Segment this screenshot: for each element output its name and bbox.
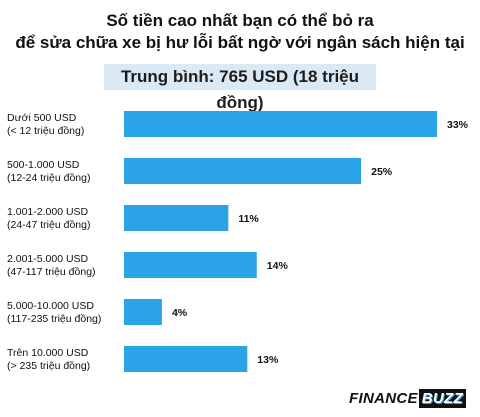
category-label-4-line-0: 5.000-10.000 USD: [7, 300, 94, 312]
category-label-3: 2.001-5.000 USD (47-117 triệu đồng): [7, 253, 96, 278]
category-label-4-line-1: (117-235 triệu đồng): [7, 313, 101, 325]
category-label-1-line-1: (12-24 triệu đồng): [7, 172, 90, 184]
bar-1: [124, 158, 362, 184]
category-label-1: 500-1.000 USD (12-24 triệu đồng): [7, 159, 90, 184]
value-label-5: 13%: [257, 354, 279, 366]
value-label-2: 11%: [238, 213, 259, 225]
chart-title: Số tiền cao nhất bạn có thể bỏ ra để sửa…: [0, 10, 480, 54]
category-label-2-line-1: (24-47 triệu đồng): [7, 219, 90, 231]
financebuzz-logo: FINANCE BUZZ: [349, 389, 466, 408]
category-label-2: 1.001-2.000 USD (24-47 triệu đồng): [7, 206, 90, 231]
category-label-0-line-1: (< 12 triệu đồng): [7, 125, 84, 137]
title-line-1: Số tiền cao nhất bạn có thể bỏ ra: [106, 11, 374, 30]
value-label-1: 25%: [371, 166, 393, 178]
category-label-3-line-1: (47-117 triệu đồng): [7, 266, 96, 278]
category-label-2-line-0: 1.001-2.000 USD: [7, 206, 89, 218]
category-label-4: 5.000-10.000 USD (117-235 triệu đồng): [7, 300, 101, 325]
logo-part-finance: FINANCE: [349, 390, 418, 407]
title-line-2: để sửa chữa xe bị hư lỗi bất ngờ với ngâ…: [15, 33, 465, 52]
category-label-0-line-0: Dưới 500 USD: [7, 112, 77, 124]
average-banner: Trung bình: 765 USD (18 triệu đồng): [104, 64, 376, 112]
value-label-3: 14%: [267, 260, 289, 272]
value-label-0: 33%: [447, 119, 469, 131]
category-label-5-line-0: Trên 10.000 USD: [7, 347, 89, 359]
value-label-4: 4%: [172, 307, 188, 319]
category-label-1-line-0: 500-1.000 USD: [7, 159, 80, 171]
bar-2: [124, 205, 229, 231]
bar-3: [124, 252, 257, 278]
logo-part-buzz: BUZZ: [418, 389, 466, 408]
bar-5: [124, 346, 248, 372]
category-label-3-line-0: 2.001-5.000 USD: [7, 253, 89, 265]
bar-0: [124, 111, 437, 137]
category-label-5-line-1: (> 235 triệu đồng): [7, 360, 90, 372]
category-label-5: Trên 10.000 USD (> 235 triệu đồng): [7, 347, 90, 372]
category-label-0: Dưới 500 USD (< 12 triệu đồng): [7, 112, 84, 137]
bar-4: [124, 299, 162, 325]
